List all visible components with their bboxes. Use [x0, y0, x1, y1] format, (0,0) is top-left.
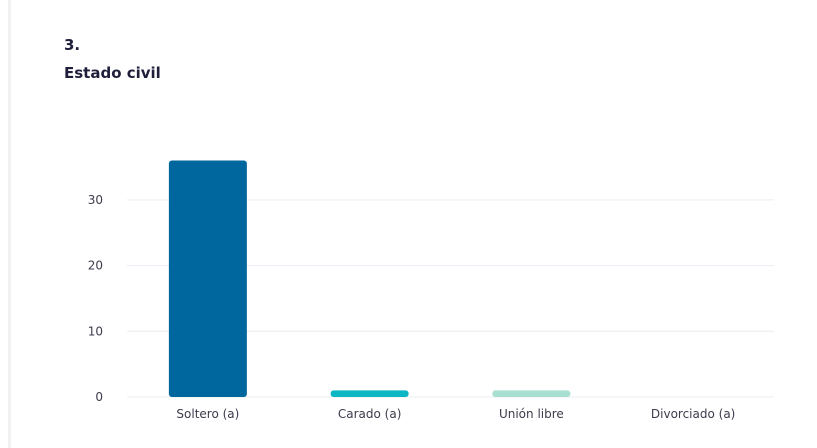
question-card: 3. Estado civil [11, 0, 817, 448]
x-category-label: Unión libre [499, 407, 564, 421]
bar[interactable] [168, 160, 247, 397]
x-category-label: Divorciado (a) [651, 407, 735, 421]
bar[interactable] [492, 390, 571, 397]
y-tick-label: 0 [95, 390, 103, 404]
y-axis-ticks: 0 10 20 30 [88, 193, 103, 404]
y-tick-label: 10 [88, 324, 103, 338]
x-axis-labels: Soltero (a) Carado (a) Unión libre Divorcia… [176, 407, 735, 421]
card-left-border [8, 0, 11, 448]
bars [168, 160, 571, 397]
x-category-label: Soltero (a) [176, 407, 239, 421]
y-tick-label: 20 [88, 259, 103, 273]
bar[interactable] [330, 390, 409, 397]
question-number: 3. [64, 36, 81, 54]
y-tick-label: 30 [88, 193, 103, 207]
x-category-label: Carado (a) [338, 407, 402, 421]
question-title: Estado civil [64, 64, 161, 82]
